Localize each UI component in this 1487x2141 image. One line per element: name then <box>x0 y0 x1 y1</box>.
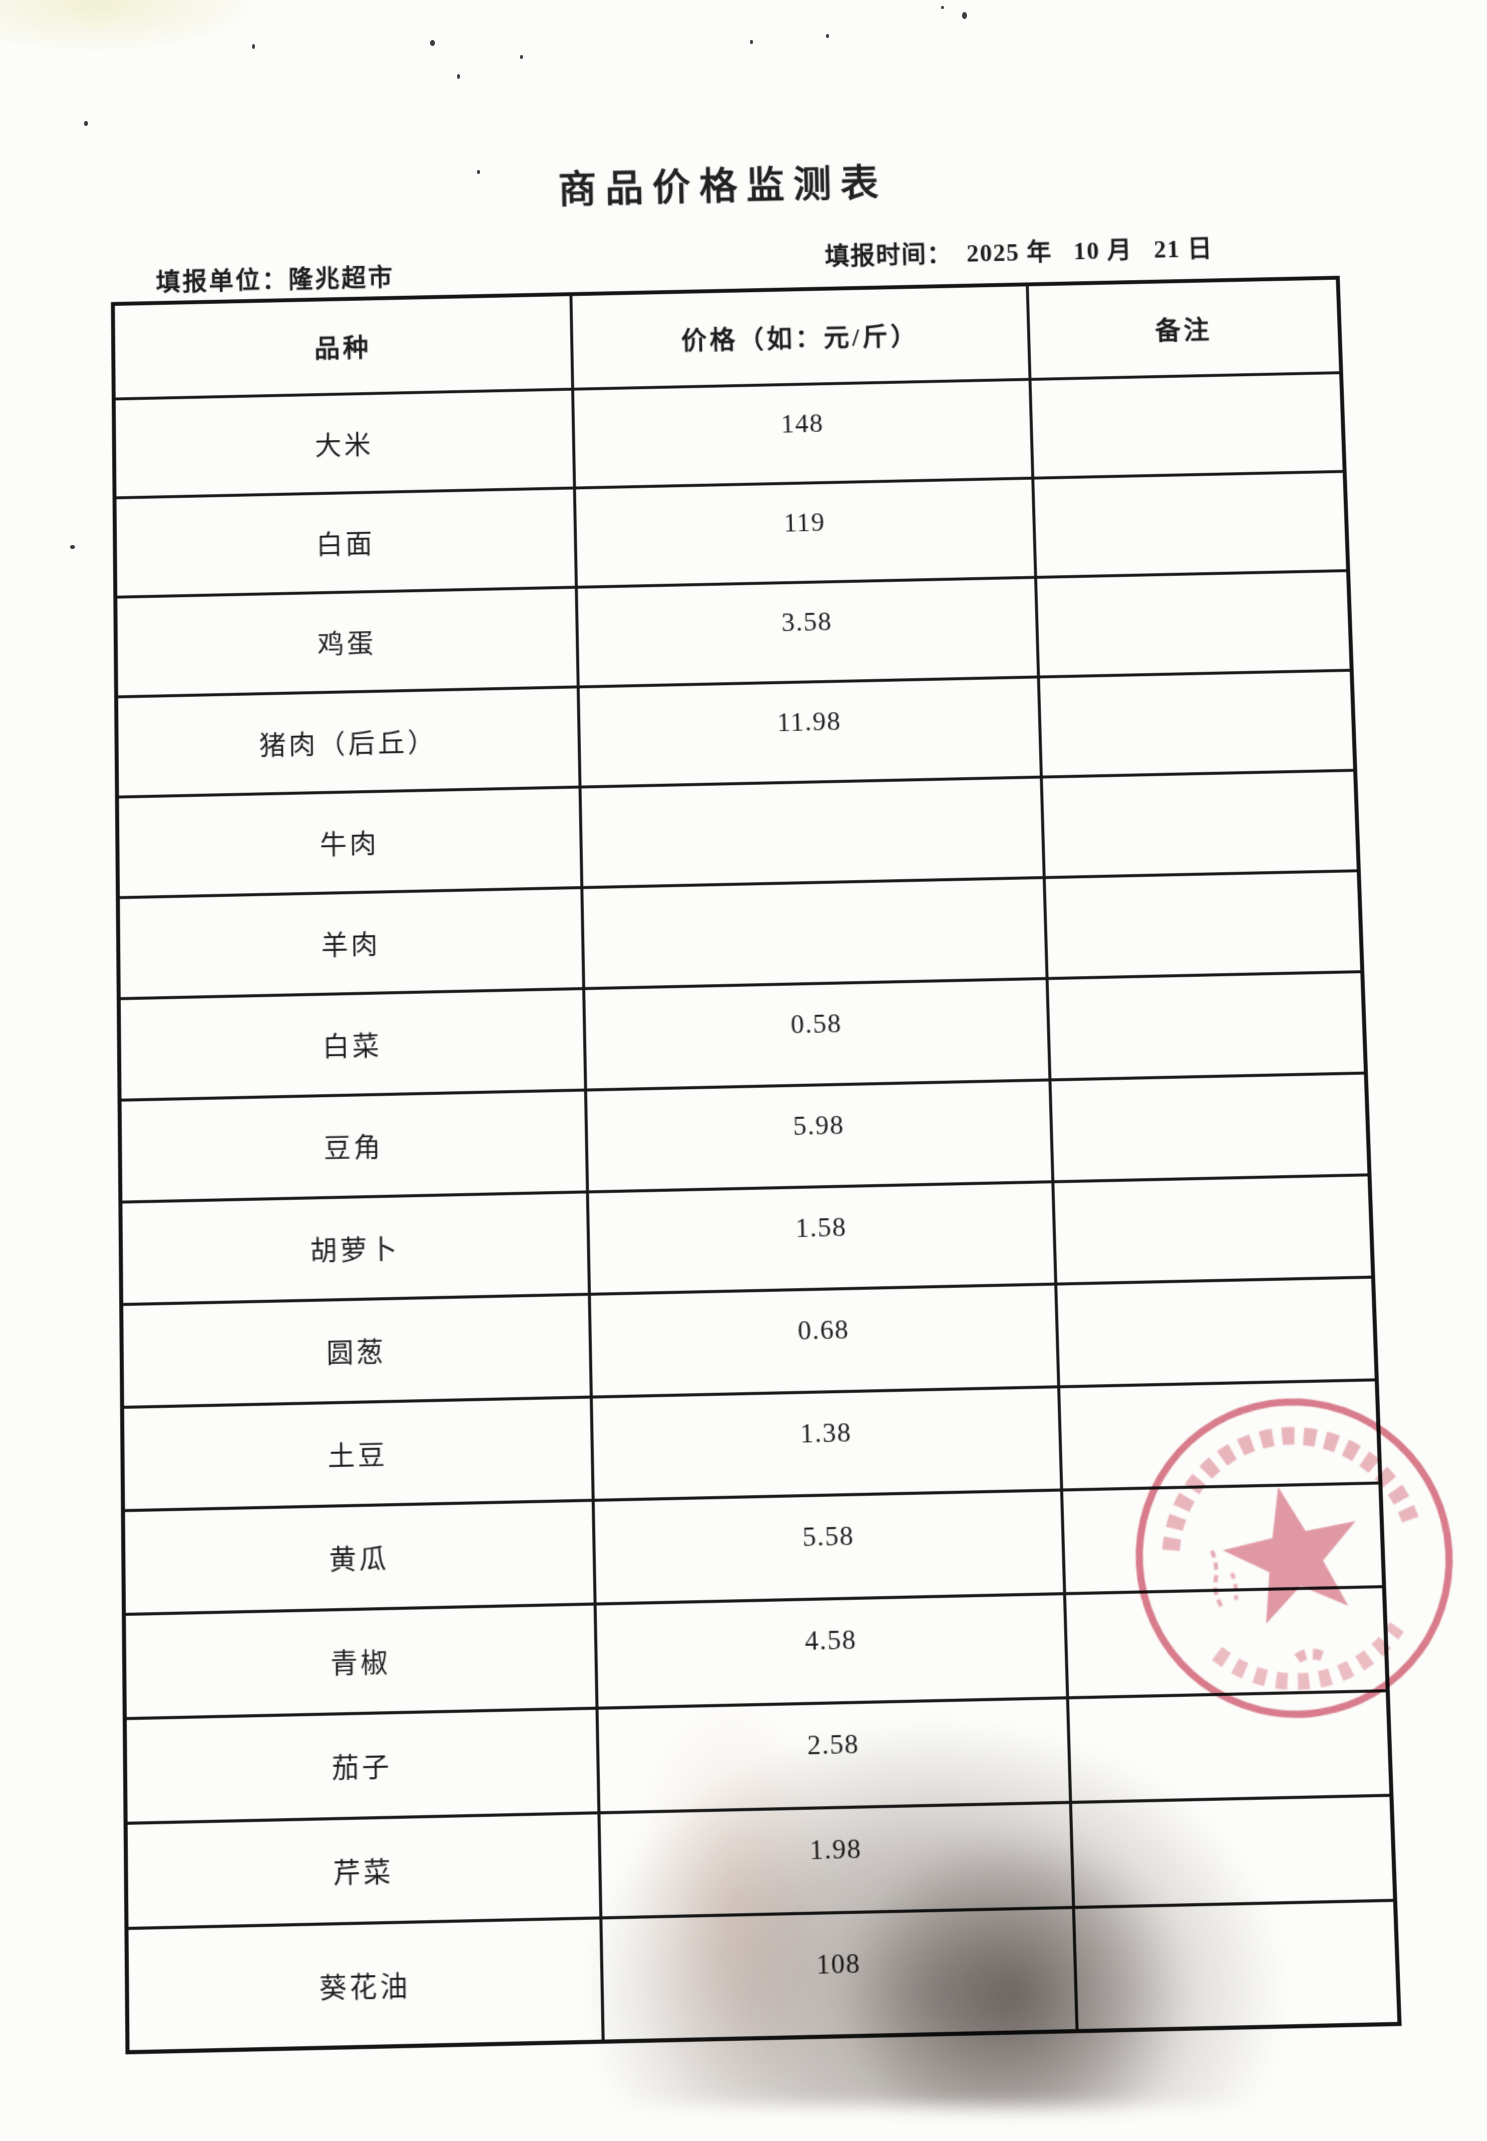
price-value: 148 <box>780 408 824 439</box>
reporting-time: 填报时间： 2025 年 10 月 21 日 <box>824 229 1214 272</box>
variety-cell: 大米 <box>113 389 575 498</box>
variety-cell: 胡萝卜 <box>120 1191 590 1305</box>
price-cell: 148 <box>572 379 1033 488</box>
price-cell: 2.58 <box>597 1697 1071 1813</box>
scan-speck <box>826 34 829 38</box>
price-cell: 3.58 <box>576 577 1038 687</box>
price-cell: 1.58 <box>587 1181 1056 1295</box>
variety-cell: 茄子 <box>124 1708 600 1824</box>
page-title: 商品价格监测表 <box>557 162 888 211</box>
variety-cell: 土豆 <box>122 1397 594 1511</box>
note-cell <box>1035 570 1352 677</box>
note-cell <box>1052 1174 1374 1285</box>
column-header-price: 价格（如：元/斤） <box>571 284 1030 390</box>
note-cell <box>1073 1900 1400 2032</box>
variety-cell: 羊肉 <box>117 887 584 999</box>
note-cell <box>1049 1073 1370 1182</box>
price-monitoring-table: 品种 价格（如：元/斤） 备注 大米 148 白面 119 鸡蛋 3.58 猪肉（后丘… <box>110 275 1402 2055</box>
column-header-variety: 品种 <box>112 294 573 400</box>
price-cell: 1.98 <box>599 1802 1074 1918</box>
official-seal-stamp <box>1094 1358 1487 1759</box>
seal-vertical-script <box>1232 1573 1238 1600</box>
reporting-time-label: 填报时间： <box>824 241 953 271</box>
price-value: 11.98 <box>776 706 842 738</box>
price-cell <box>582 877 1047 989</box>
price-cell: 1.38 <box>591 1386 1062 1501</box>
note-cell <box>1055 1277 1377 1387</box>
price-value: 3.58 <box>781 606 833 638</box>
variety-cell: 牛肉 <box>117 787 583 898</box>
scan-speck <box>84 121 88 126</box>
price-value: 4.58 <box>804 1624 857 1657</box>
price-cell: 0.68 <box>589 1284 1059 1398</box>
variety-cell: 葵花油 <box>126 1917 604 2053</box>
price-value: 1.58 <box>795 1211 848 1244</box>
reporting-unit: 填报单位：隆兆超市 <box>156 258 395 298</box>
price-value: 0.58 <box>790 1008 843 1040</box>
price-cell: 0.58 <box>583 978 1050 1091</box>
price-value: 1.98 <box>809 1833 863 1866</box>
seal-bottom-mark <box>1297 1652 1324 1661</box>
scan-speck <box>962 12 967 19</box>
scan-speck <box>750 40 753 44</box>
note-cell <box>1032 471 1349 578</box>
scan-speck <box>941 6 944 9</box>
price-value: 5.98 <box>792 1109 845 1141</box>
variety-cell: 豆角 <box>119 1090 588 1203</box>
price-value: 1.38 <box>799 1417 852 1449</box>
price-cell: 108 <box>601 1907 1077 2042</box>
scan-speck <box>520 55 523 59</box>
note-cell <box>1046 971 1366 1080</box>
reporting-unit-label: 填报单位： <box>155 267 289 297</box>
variety-cell: 圆葱 <box>121 1294 592 1408</box>
variety-cell: 鸡蛋 <box>115 587 579 697</box>
variety-cell: 猪肉（后丘） <box>116 686 581 798</box>
seal-arc-text-lower <box>1217 1627 1403 1694</box>
note-cell <box>1043 870 1363 979</box>
price-cell <box>580 777 1044 888</box>
price-cell: 5.98 <box>585 1079 1053 1192</box>
price-cell: 11.98 <box>578 676 1041 788</box>
variety-cell: 白面 <box>114 487 577 598</box>
seal-star-icon <box>1211 1472 1374 1630</box>
document-sheet: 商品价格监测表 填报单位：隆兆超市 填报时间： 2025 年 10 月 21 日… <box>0 13 1487 2141</box>
reporting-time-value: 2025 年 10 月 21 日 <box>966 236 1214 268</box>
variety-cell: 芹菜 <box>125 1812 602 1929</box>
price-value: 0.68 <box>797 1314 850 1346</box>
price-value: 5.58 <box>802 1520 855 1553</box>
seal-graphic <box>1094 1358 1487 1759</box>
price-value: 2.58 <box>806 1728 860 1761</box>
price-value: 119 <box>783 507 826 538</box>
variety-cell: 黄瓜 <box>122 1500 596 1615</box>
price-cell: 5.58 <box>593 1490 1065 1605</box>
reporting-unit-value: 隆兆超市 <box>288 265 395 294</box>
variety-cell: 青椒 <box>123 1604 598 1719</box>
price-value: 108 <box>815 1947 861 1980</box>
scan-speck <box>477 170 480 174</box>
scan-speck <box>70 545 75 549</box>
note-cell <box>1037 670 1356 778</box>
note-cell <box>1070 1795 1396 1908</box>
price-cell: 119 <box>574 478 1036 588</box>
price-cell: 4.58 <box>595 1593 1068 1709</box>
scan-speck <box>457 74 460 79</box>
column-header-note: 备注 <box>1026 277 1342 380</box>
note-cell <box>1040 770 1359 878</box>
variety-cell: 白菜 <box>118 988 586 1101</box>
seal-vertical-script <box>1210 1550 1223 1606</box>
note-cell <box>1029 372 1345 479</box>
scan-speck <box>430 40 435 46</box>
scan-speck <box>252 44 255 49</box>
